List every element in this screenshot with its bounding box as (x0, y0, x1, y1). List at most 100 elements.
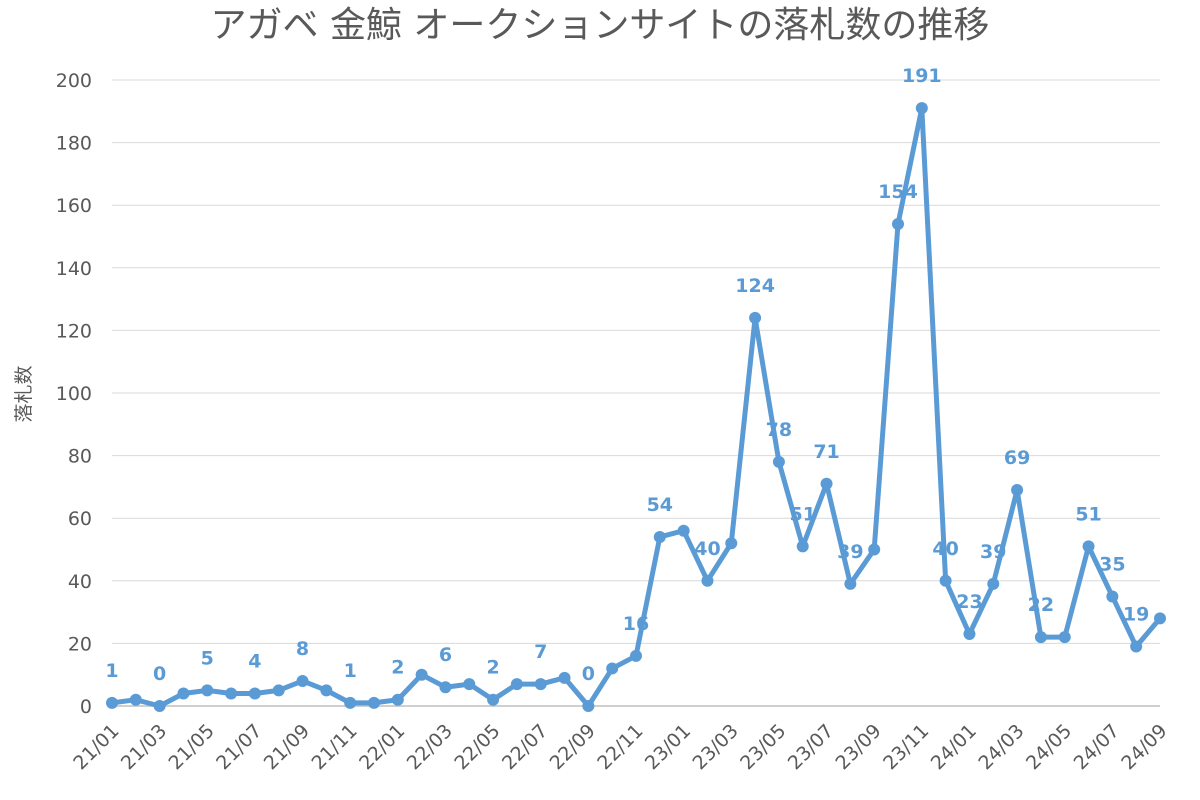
data-label: 23 (956, 591, 982, 613)
data-point (1034, 631, 1047, 644)
data-point (201, 684, 214, 697)
x-tick-label: 22/09 (546, 720, 600, 774)
data-point (892, 217, 904, 230)
data-point (344, 696, 357, 709)
data-label: 0 (582, 663, 595, 685)
data-label: 124 (735, 275, 775, 297)
data-point (153, 700, 166, 712)
data-point (463, 678, 476, 691)
data-label: 0 (153, 663, 166, 685)
data-point (653, 530, 666, 543)
data-label: 51 (790, 503, 816, 525)
data-point (582, 700, 595, 712)
x-tick-label: 21/05 (165, 720, 219, 774)
y-axis-ticks: 0 20 40 60 80 100 120 140 160 180 200 (56, 70, 92, 718)
data-point (1106, 590, 1119, 603)
chart-title: アガベ 金鯨 オークションサイトの落札数の推移 (210, 5, 990, 46)
data-point (915, 102, 928, 115)
data-label: 19 (1123, 604, 1149, 626)
y-tick-label: 80 (68, 446, 92, 468)
data-point (868, 543, 881, 556)
data-point (177, 687, 190, 700)
x-tick-label: 22/01 (355, 720, 409, 774)
data-point (487, 693, 500, 706)
y-tick-label: 60 (68, 508, 92, 530)
data-point (772, 455, 785, 468)
data-point (296, 674, 309, 687)
data-point (606, 662, 619, 675)
data-label: 40 (694, 538, 720, 560)
data-point (820, 477, 833, 490)
data-point (1082, 540, 1095, 553)
y-tick-label: 180 (56, 133, 92, 155)
x-tick-label: 23/07 (784, 720, 838, 774)
x-tick-label: 24/09 (1117, 720, 1171, 774)
data-label: 6 (439, 644, 452, 666)
data-point (1130, 640, 1143, 653)
data-label: 4 (248, 650, 261, 672)
data-label: 54 (647, 494, 673, 516)
data-point (272, 684, 285, 697)
y-tick-label: 200 (56, 70, 92, 92)
data-label: 35 (1099, 553, 1125, 575)
y-tick-label: 40 (68, 571, 92, 593)
x-tick-label: 21/11 (307, 720, 361, 774)
x-tick-label: 23/09 (831, 720, 885, 774)
data-point (439, 681, 452, 694)
data-label: 22 (1028, 594, 1054, 616)
data-point (1058, 631, 1071, 644)
x-tick-label: 23/05 (736, 720, 790, 774)
data-point (225, 687, 238, 700)
y-tick-label: 160 (56, 195, 92, 217)
data-label: 39 (837, 541, 863, 563)
x-tick-label: 22/11 (593, 720, 647, 774)
x-tick-label: 22/07 (498, 720, 552, 774)
data-labels-layer: 1 05 481 2627016544012478517139154191402339… (105, 65, 1149, 685)
x-tick-label: 21/07 (212, 720, 266, 774)
data-point (415, 668, 428, 681)
x-tick-label: 23/11 (879, 720, 933, 774)
data-label: 2 (486, 657, 499, 679)
x-axis-ticks: 21/0121/0321/0521/0721/0921/1122/0122/03… (69, 720, 1171, 774)
data-label: 1 (344, 660, 357, 682)
series-layer (106, 102, 1166, 712)
data-point (796, 540, 809, 553)
y-axis-label: 落札数 (13, 365, 35, 422)
data-point (1011, 484, 1024, 497)
data-label: 7 (534, 641, 547, 663)
data-point (510, 678, 523, 691)
x-tick-label: 24/07 (1070, 720, 1124, 774)
x-tick-label: 24/03 (974, 720, 1028, 774)
x-tick-label: 22/03 (403, 720, 457, 774)
x-tick-label: 21/01 (69, 720, 123, 774)
data-label: 16 (623, 613, 649, 635)
data-label: 154 (878, 181, 918, 203)
data-point (701, 574, 714, 587)
data-label: 39 (980, 541, 1006, 563)
data-point (248, 687, 261, 700)
y-tick-label: 140 (56, 258, 92, 280)
data-point (320, 684, 333, 697)
data-point (1154, 612, 1166, 625)
x-tick-label: 22/05 (450, 720, 504, 774)
data-point (939, 574, 952, 587)
data-point (368, 696, 380, 709)
data-point (725, 537, 738, 550)
data-label: 2 (391, 657, 404, 679)
data-point (129, 693, 142, 706)
y-tick-label: 0 (80, 696, 92, 718)
y-tick-label: 100 (56, 383, 92, 405)
data-point (677, 524, 690, 537)
data-point (106, 696, 118, 709)
x-tick-label: 21/03 (117, 720, 171, 774)
data-point (534, 678, 547, 691)
data-point (391, 693, 404, 706)
data-point (749, 311, 762, 324)
x-tick-label: 21/09 (260, 720, 314, 774)
data-label: 69 (1004, 447, 1030, 469)
x-tick-label: 23/03 (689, 720, 743, 774)
data-label: 40 (932, 538, 958, 560)
data-label: 78 (766, 419, 792, 441)
data-label: 191 (902, 65, 942, 87)
